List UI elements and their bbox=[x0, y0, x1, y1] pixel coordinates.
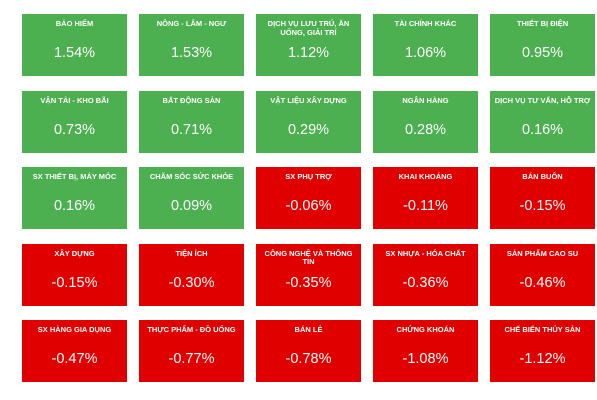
sector-label: THIẾT BỊ ĐIỆN bbox=[516, 19, 569, 28]
sector-tile[interactable]: CHỨNG KHOÁN -1.08% bbox=[373, 320, 478, 382]
sector-label: SẢN PHẨM CAO SU bbox=[506, 248, 579, 258]
sector-tile[interactable]: SX THIẾT BỊ, MÁY MÓC 0.16% bbox=[22, 167, 127, 229]
sector-tile[interactable]: TIỆN ÍCH -0.30% bbox=[139, 243, 244, 306]
sector-label: TÀI CHÍNH KHÁC bbox=[394, 19, 457, 28]
sector-label: SX PHỤ TRỢ bbox=[285, 172, 332, 181]
sector-label: DỊCH VỤ LƯU TRÚ, ĂN UỐNG, GIẢI TRÍ bbox=[267, 19, 350, 37]
sector-label: SX NHỰA - HÓA CHẤT bbox=[385, 248, 466, 258]
sector-change: 1.53% bbox=[170, 45, 213, 61]
sector-change: 0.73% bbox=[53, 121, 96, 138]
sector-change: -0.15% bbox=[519, 198, 566, 214]
sector-tile[interactable]: BẢO HIỂM 1.54% bbox=[22, 14, 127, 76]
sector-tile[interactable]: CÔNG NGHỆ VÀ THÔNG TIN -0.35% bbox=[256, 243, 361, 306]
sector-label: CHỨNG KHOÁN bbox=[396, 325, 455, 334]
sector-label: TIỆN ÍCH bbox=[175, 248, 208, 258]
sector-change: -0.06% bbox=[285, 198, 332, 214]
sector-tile[interactable]: THỰC PHẨM - ĐỒ UỐNG -0.77% bbox=[139, 320, 244, 382]
sector-change: 0.95% bbox=[521, 45, 564, 61]
sector-change: -0.47% bbox=[51, 351, 98, 367]
sector-change: -0.30% bbox=[168, 274, 215, 291]
sector-tile[interactable]: VẬT LIỆU XÂY DỰNG 0.29% bbox=[256, 90, 361, 153]
sector-tile[interactable]: VẬN TẢI - KHO BÃI 0.73% bbox=[22, 90, 127, 153]
sector-label: DỊCH VỤ TƯ VẤN, HỖ TRỢ bbox=[494, 95, 591, 105]
sector-tile[interactable]: SX HÀNG GIA DỤNG -0.47% bbox=[22, 320, 127, 382]
sector-heatmap-grid: BẢO HIỂM 1.54% NÔNG - LÂM - NGƯ 1.53% DỊ… bbox=[22, 14, 595, 382]
sector-label: CÔNG NGHỆ VÀ THÔNG TIN bbox=[264, 248, 353, 266]
sector-tile[interactable]: KHAI KHOÁNG -0.11% bbox=[373, 167, 478, 229]
sector-label: SX HÀNG GIA DỤNG bbox=[37, 325, 112, 334]
sector-label: CHĂM SÓC SỨC KHỎE bbox=[149, 172, 234, 181]
sector-label: BÁN BUÔN bbox=[522, 172, 563, 181]
sector-label: KHAI KHOÁNG bbox=[398, 172, 453, 181]
sector-change: -1.12% bbox=[519, 351, 566, 367]
sector-tile[interactable]: BẤT ĐỘNG SẢN 0.71% bbox=[139, 90, 244, 153]
sector-change: -0.15% bbox=[51, 274, 98, 291]
sector-tile[interactable]: THIẾT BỊ ĐIỆN 0.95% bbox=[490, 14, 595, 76]
sector-change: -0.35% bbox=[285, 274, 332, 291]
sector-change: -0.11% bbox=[403, 198, 448, 214]
sector-label: BÁN LẺ bbox=[294, 325, 323, 334]
sector-change: -0.77% bbox=[168, 351, 215, 367]
sector-change: 1.12% bbox=[287, 45, 330, 61]
sector-change: 0.71% bbox=[170, 121, 213, 138]
sector-label: CHẾ BIẾN THỦY SẢN bbox=[504, 325, 581, 334]
sector-label: NGÂN HÀNG bbox=[402, 95, 449, 105]
sector-label: NÔNG - LÂM - NGƯ bbox=[156, 19, 227, 28]
sector-tile[interactable]: CHẾ BIẾN THỦY SẢN -1.12% bbox=[490, 320, 595, 382]
sector-label: BẤT ĐỘNG SẢN bbox=[162, 95, 221, 105]
sector-change: 1.06% bbox=[404, 45, 447, 61]
sector-tile[interactable]: NÔNG - LÂM - NGƯ 1.53% bbox=[139, 14, 244, 76]
sector-tile[interactable]: SẢN PHẨM CAO SU -0.46% bbox=[490, 243, 595, 306]
sector-change: 0.09% bbox=[170, 198, 213, 214]
sector-tile[interactable]: BÁN BUÔN -0.15% bbox=[490, 167, 595, 229]
sector-tile[interactable]: DỊCH VỤ TƯ VẤN, HỖ TRỢ 0.16% bbox=[490, 90, 595, 153]
sector-change: 1.54% bbox=[53, 45, 96, 61]
sector-label: VẬN TẢI - KHO BÃI bbox=[40, 95, 109, 105]
sector-tile[interactable]: BÁN LẺ -0.78% bbox=[256, 320, 361, 382]
sector-change: -0.46% bbox=[519, 274, 566, 291]
sector-label: THỰC PHẨM - ĐỒ UỐNG bbox=[147, 325, 236, 334]
sector-tile[interactable]: XÂY DỰNG -0.15% bbox=[22, 243, 127, 306]
sector-tile[interactable]: DỊCH VỤ LƯU TRÚ, ĂN UỐNG, GIẢI TRÍ 1.12% bbox=[256, 14, 361, 76]
sector-tile[interactable]: NGÂN HÀNG 0.28% bbox=[373, 90, 478, 153]
sector-change: 0.16% bbox=[521, 121, 564, 138]
sector-label: SX THIẾT BỊ, MÁY MÓC bbox=[32, 172, 117, 181]
sector-change: 0.29% bbox=[287, 121, 330, 138]
sector-tile[interactable]: SX PHỤ TRỢ -0.06% bbox=[256, 167, 361, 229]
sector-tile[interactable]: SX NHỰA - HÓA CHẤT -0.36% bbox=[373, 243, 478, 306]
sector-change: -1.08% bbox=[402, 351, 449, 367]
sector-tile[interactable]: TÀI CHÍNH KHÁC 1.06% bbox=[373, 14, 478, 76]
sector-change: -0.36% bbox=[402, 274, 449, 291]
sector-label: VẬT LIỆU XÂY DỰNG bbox=[270, 95, 347, 105]
sector-label: XÂY DỰNG bbox=[54, 248, 95, 258]
sector-label: BẢO HIỂM bbox=[55, 19, 94, 28]
sector-change: 0.28% bbox=[404, 121, 447, 138]
sector-change: -0.78% bbox=[285, 351, 332, 367]
sector-change: 0.16% bbox=[53, 198, 96, 214]
sector-tile[interactable]: CHĂM SÓC SỨC KHỎE 0.09% bbox=[139, 167, 244, 229]
